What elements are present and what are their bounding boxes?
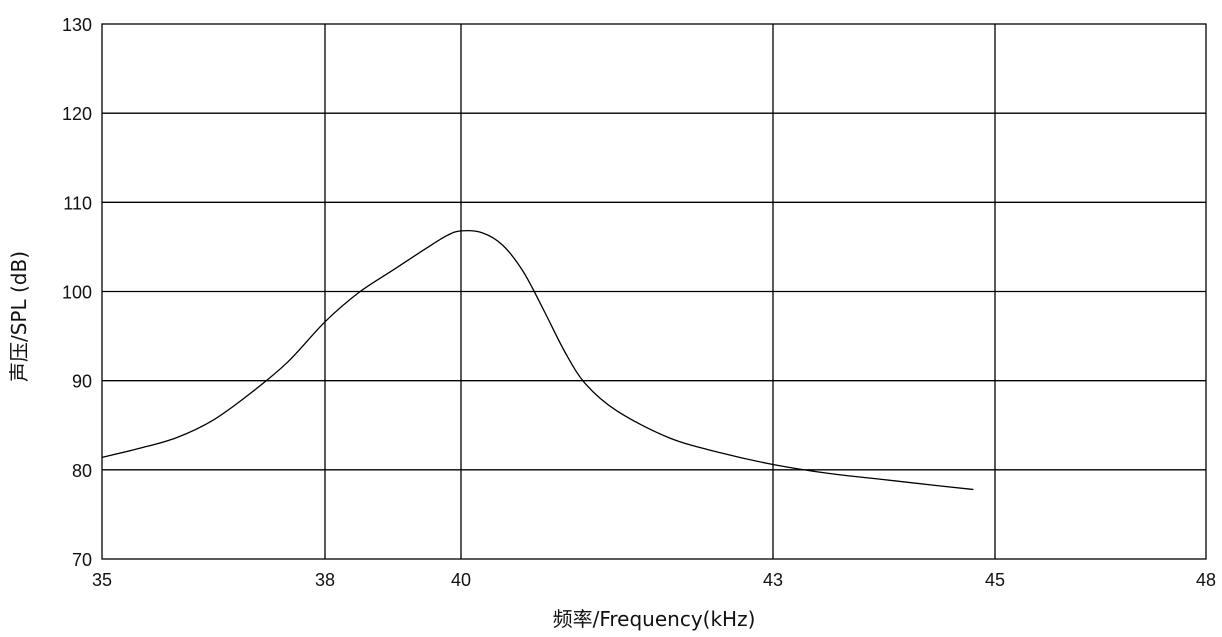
data-point: [481, 231, 483, 233]
data-points: [101, 230, 974, 491]
x-axis-title: 频率/Frequency(kHz): [553, 607, 756, 631]
x-tick-labels: 35 38 40 43 45 48: [92, 570, 1216, 590]
y-tick-label: 70: [72, 550, 92, 570]
data-point: [938, 485, 940, 487]
x-tick-label: 48: [1196, 570, 1216, 590]
y-tick-labels: 70 80 90 100 110 120 130: [62, 15, 92, 570]
x-tick-label: 43: [763, 570, 783, 590]
x-tick-label: 45: [985, 570, 1005, 590]
y-tick-label: 110: [63, 193, 92, 213]
y-tick-label: 80: [72, 461, 92, 481]
data-point: [543, 310, 545, 312]
data-point: [616, 410, 618, 412]
y-tick-label: 130: [62, 15, 92, 35]
data-point: [460, 230, 462, 232]
y-tick-label: 100: [62, 283, 92, 303]
data-point: [522, 271, 524, 273]
data-point: [972, 488, 974, 490]
data-point: [101, 456, 103, 458]
series-line: [101, 229, 974, 491]
x-tick-label: 38: [315, 570, 335, 590]
y-tick-label: 90: [72, 372, 92, 392]
grid-layer: [102, 24, 1206, 559]
data-point: [446, 234, 448, 236]
data-point: [426, 247, 428, 249]
data-point: [720, 452, 722, 454]
data-point: [772, 463, 774, 465]
data-point: [324, 321, 326, 323]
data-point: [249, 392, 251, 394]
data-point: [287, 361, 289, 363]
data-point: [564, 351, 566, 353]
data-point: [138, 447, 140, 449]
y-tick-label: 120: [62, 104, 92, 124]
x-tick-label: 40: [451, 570, 471, 590]
data-point: [585, 383, 587, 385]
data-point: [501, 244, 503, 246]
data-point: [668, 437, 670, 439]
data-point: [883, 478, 885, 480]
plot-frame: [101, 23, 1207, 560]
data-point: [175, 437, 177, 439]
data-point: [212, 419, 214, 421]
data-point: [392, 269, 394, 271]
data-point: [358, 291, 360, 293]
x-tick-label: 35: [92, 570, 112, 590]
data-point: [827, 472, 829, 474]
y-axis-title: 声压/SPL (dB): [7, 251, 31, 382]
